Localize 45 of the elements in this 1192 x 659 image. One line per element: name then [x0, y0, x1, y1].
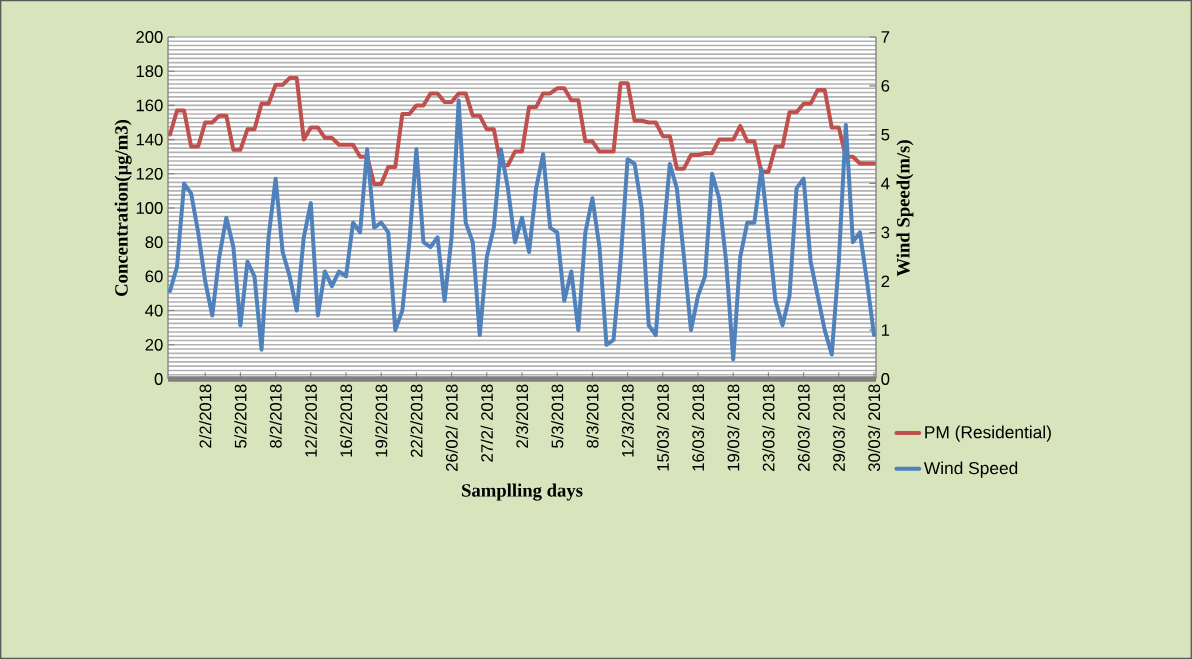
y-tick-label: 140	[136, 133, 163, 146]
y-tick-label: 160	[136, 99, 163, 112]
x-tick-label: 5/2/2018	[234, 384, 247, 448]
x-tick-label: 26/02/ 2018	[445, 384, 458, 471]
x-axis-title: Samplling days	[462, 483, 583, 501]
x-tick-label: 19/2/2018	[375, 384, 388, 457]
legend-label: PM (Residential)	[925, 425, 1051, 442]
x-tick-label: 5/3/2018	[551, 384, 564, 448]
y-tick-label: 120	[136, 167, 163, 180]
x-tick-label: 19/03/ 2018	[727, 384, 740, 471]
x-tick-label: 22/2/2018	[410, 384, 423, 458]
y2-tick-label: 6	[881, 79, 890, 92]
x-tick-label: 15/03/ 2018	[656, 384, 669, 471]
y-axis-title: Concentration(µg/m3)	[114, 119, 132, 296]
x-tick-label: 16/2/2018	[339, 384, 353, 457]
x-tick-label: 26/03/ 2018	[797, 384, 810, 471]
legend-label: Wind Speed	[923, 461, 1018, 478]
y2-tick-label: 2	[881, 275, 890, 288]
y2-tick-label: 4	[881, 177, 890, 190]
x-tick-label: 2/2/2018	[199, 384, 212, 448]
y2-tick-label: 3	[881, 226, 890, 239]
x-tick-label: 23/03/ 2018	[762, 384, 775, 471]
line-series	[168, 98, 876, 362]
y2-tick-label: 5	[881, 128, 890, 141]
y-tick-label: 80	[145, 236, 163, 249]
y2-tick-label: 7	[881, 31, 890, 43]
y2-tick-label: 1	[881, 324, 890, 336]
y-tick-label: 60	[145, 270, 163, 283]
x-tick-label: 2/3/2018	[515, 384, 529, 448]
y-tick-label: 100	[136, 202, 163, 214]
y-tick-label: 40	[145, 304, 163, 317]
x-tick-label: 12/3/2018	[621, 384, 634, 457]
x-tick-label: 8/3/2018	[586, 384, 599, 448]
x-tick-label: 27/2/ 2018	[480, 384, 493, 462]
x-tick-label: 8/2/2018	[269, 384, 282, 448]
x-tick-label: 16/03/ 2018	[691, 384, 705, 471]
y2-axis-title: Wind Speed(m/s)	[896, 140, 914, 277]
y-tick-label: 0	[154, 373, 163, 385]
x-tick-label: 12/2/2018	[304, 384, 317, 457]
x-tick-label: 29/03/ 2018	[832, 384, 845, 471]
y-tick-label: 180	[136, 65, 163, 78]
y2-tick-label: 0	[881, 373, 890, 385]
y-tick-label: 200	[136, 31, 163, 43]
y-tick-label: 20	[145, 338, 163, 351]
x-tick-label: 30/03/ 2018	[867, 384, 881, 472]
